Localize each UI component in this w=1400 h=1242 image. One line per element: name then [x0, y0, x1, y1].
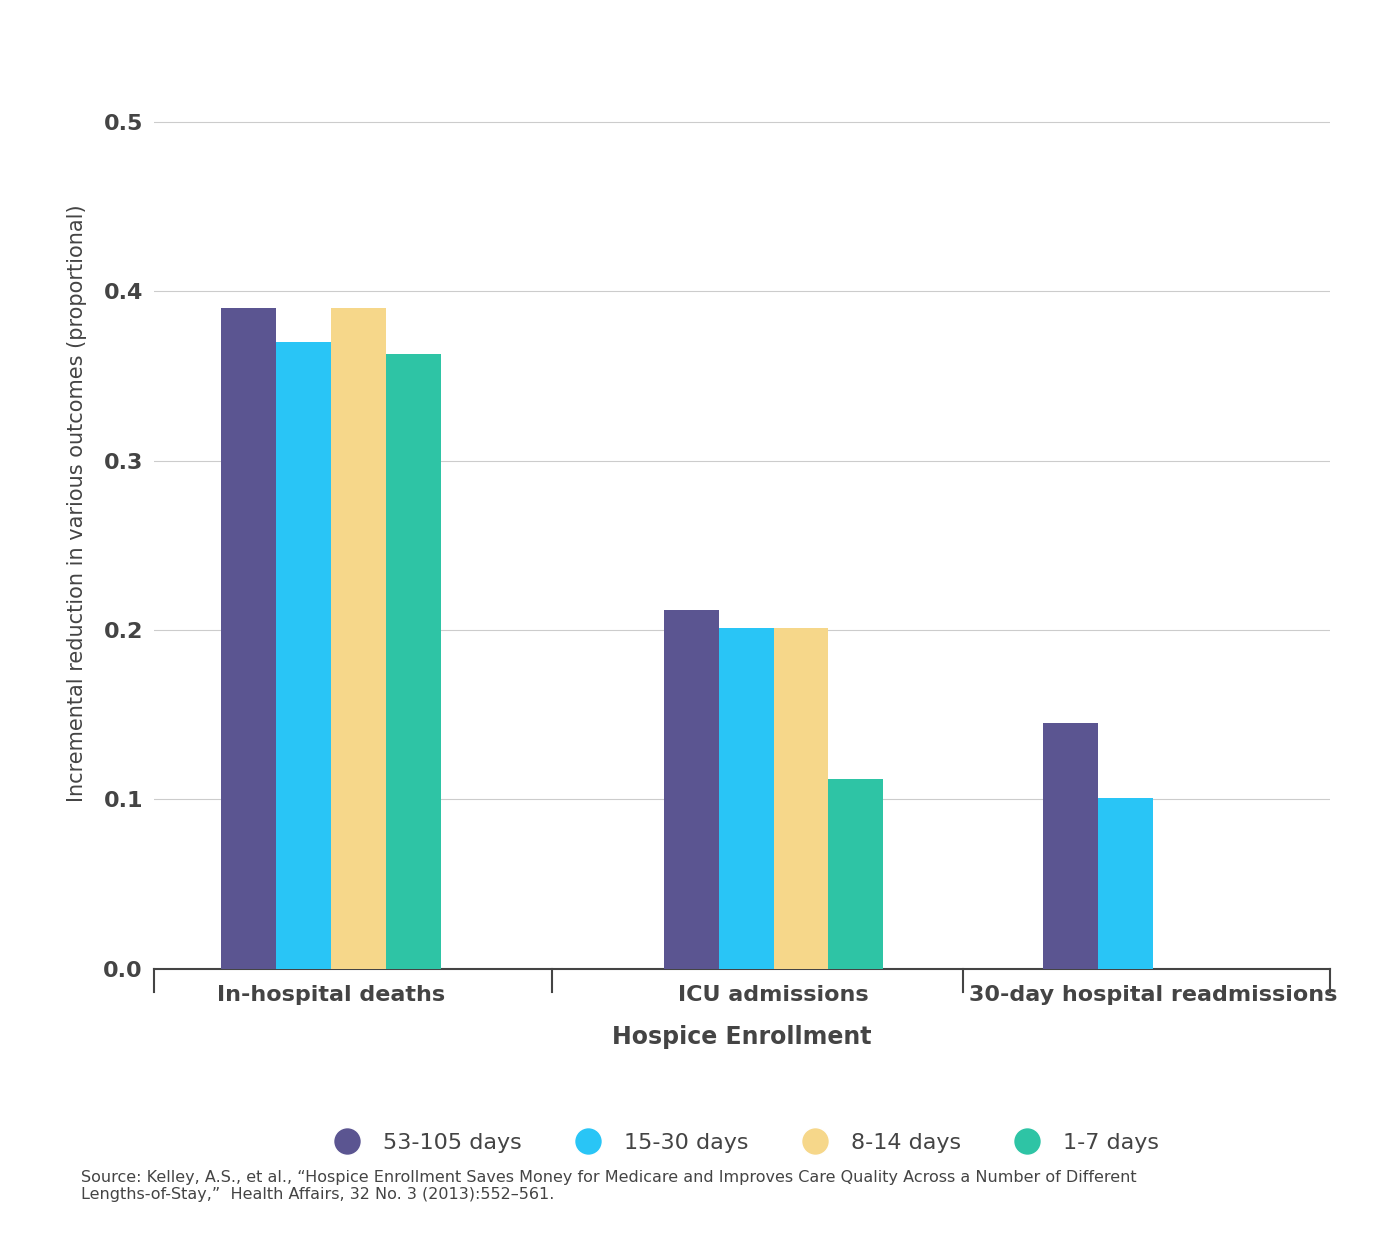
Bar	[276, 342, 330, 969]
Bar	[1098, 797, 1154, 969]
Bar	[718, 628, 774, 969]
Bar	[664, 610, 718, 969]
Bar	[386, 354, 441, 969]
Text: Source: Kelley, A.S., et al., “Hospice Enrollment Saves Money for Medicare and I: Source: Kelley, A.S., et al., “Hospice E…	[81, 1170, 1137, 1202]
Bar	[330, 308, 386, 969]
Legend: 53-105 days, 15-30 days, 8-14 days, 1-7 days: 53-105 days, 15-30 days, 8-14 days, 1-7 …	[316, 1124, 1168, 1163]
Bar	[221, 308, 276, 969]
Bar	[1043, 723, 1098, 969]
Bar	[774, 628, 829, 969]
X-axis label: Hospice Enrollment: Hospice Enrollment	[612, 1025, 872, 1049]
Y-axis label: Incremental reduction in various outcomes (proportional): Incremental reduction in various outcome…	[67, 204, 87, 802]
Bar	[829, 779, 883, 969]
